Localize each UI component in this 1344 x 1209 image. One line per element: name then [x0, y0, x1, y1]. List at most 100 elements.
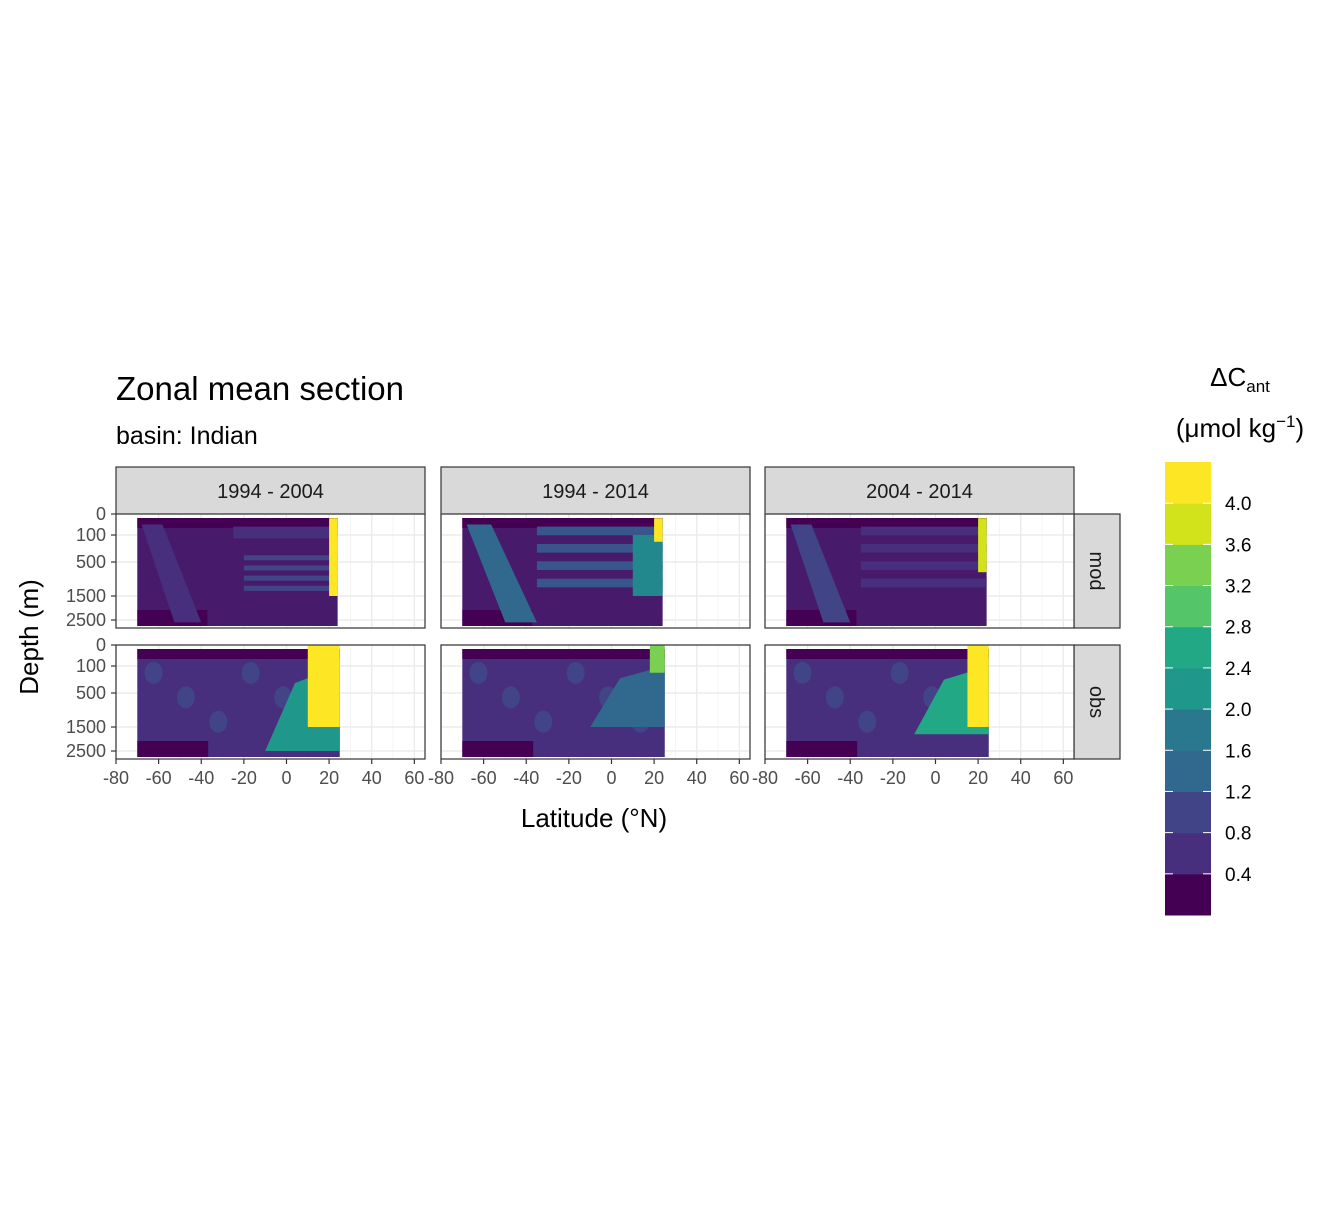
contour-band: [144, 661, 163, 684]
contour-band: [786, 741, 858, 757]
legend-swatch: [1165, 832, 1211, 875]
legend-swatch: [1165, 750, 1211, 792]
contour-band: [790, 524, 851, 623]
y-tick-label: 2500: [66, 741, 106, 761]
legend-label: 2.0: [1225, 700, 1251, 721]
contour-band: [243, 575, 338, 581]
chart-subtitle: basin: Indian: [116, 422, 258, 450]
y-tick-label: 500: [76, 683, 106, 703]
x-tick-label: -80: [428, 768, 454, 788]
legend-label: 1.2: [1225, 782, 1251, 803]
legend-label: 0.4: [1225, 865, 1252, 886]
x-tick-label: -40: [188, 768, 214, 788]
contour-band: [860, 561, 987, 570]
contour-band: [501, 686, 520, 709]
legend-title: ΔCant: [1210, 362, 1270, 396]
contour-band: [786, 649, 989, 659]
contour-band: [978, 518, 987, 573]
contour-band: [141, 524, 202, 623]
panel-border: [440, 513, 751, 629]
contour-band: [534, 710, 553, 733]
facet-panel: [115, 513, 426, 629]
contour-band: [890, 661, 909, 684]
y-tick-label: 2500: [66, 610, 106, 630]
x-tick-label: -40: [837, 768, 863, 788]
y-tick-label: 0: [96, 635, 106, 655]
contour-band: [793, 661, 812, 684]
contour-band: [137, 741, 209, 757]
legend-label: 4.0: [1225, 494, 1251, 515]
contour-band: [632, 535, 663, 596]
contour-band: [243, 555, 338, 561]
legend-label: 3.6: [1225, 535, 1251, 556]
x-tick-label: -40: [513, 768, 539, 788]
legend-units: (μmol kg−1): [1176, 412, 1304, 443]
contour-band: [209, 710, 228, 733]
legend-swatch: [1165, 667, 1211, 710]
legend-label: 1.6: [1225, 741, 1251, 762]
x-tick-label: 20: [968, 768, 988, 788]
contour-band: [243, 585, 338, 591]
facet-grid: 1994 - 2004 1994 - 2014 2004 - 2014 mod obs 0…: [66, 466, 1121, 788]
y-tick-label: 500: [76, 552, 106, 572]
facet-strip-row: [1073, 644, 1121, 760]
contour-band: [654, 518, 663, 542]
legend-title-main: ΔC: [1210, 362, 1246, 392]
contour-band: [462, 741, 534, 757]
panel-border: [115, 644, 426, 760]
facet-strip-label: 1994 - 2004: [217, 481, 324, 503]
contour-band: [786, 518, 987, 528]
legend-swatch: [1165, 873, 1211, 916]
y-tick-label: 1500: [66, 717, 106, 737]
legend-swatch: [1165, 585, 1211, 628]
legend-swatch: [1165, 626, 1211, 669]
legend-swatch: [1165, 462, 1211, 504]
chart-title: Zonal mean section: [116, 370, 404, 407]
contour-band: [307, 645, 340, 727]
x-tick-label: 0: [606, 768, 616, 788]
facet-strip-row-label: obs: [1085, 686, 1107, 718]
legend-title-sub: ant: [1246, 377, 1270, 396]
legend-label: 2.4: [1225, 659, 1252, 680]
contour-band: [241, 661, 260, 684]
legend-units-sup: −1: [1276, 412, 1295, 431]
contour-band: [137, 518, 338, 528]
x-tick-label: 0: [930, 768, 940, 788]
panel-border: [764, 513, 1075, 629]
contour-band: [590, 666, 665, 727]
y-axis-label: Depth (m): [14, 579, 44, 695]
contour-band: [649, 645, 665, 673]
legend-swatch: [1165, 709, 1211, 751]
x-tick-label: -80: [752, 768, 778, 788]
legend-swatch: [1165, 544, 1211, 587]
contour-band: [176, 686, 195, 709]
y-tick-label: 100: [76, 525, 106, 545]
contour-band: [466, 524, 537, 623]
contour-band: [858, 710, 877, 733]
facet-strip-label: 2004 - 2014: [866, 481, 973, 503]
x-tick-label: -60: [795, 768, 821, 788]
contour-band: [536, 543, 663, 553]
contour-band: [860, 543, 987, 553]
color-legend: ΔCant (μmol kg−1) 4.0 3.6 3.2 2.8 2.4 2.0 1.6 1…: [1165, 362, 1304, 916]
facet-panel: [764, 644, 1075, 760]
panel-border: [440, 644, 751, 760]
contour-band: [462, 518, 663, 528]
facet-strip-col: [764, 466, 1075, 515]
contour-band: [462, 649, 665, 659]
y-tick-label: 1500: [66, 586, 106, 606]
contour-band: [469, 661, 488, 684]
x-tick-label: 20: [644, 768, 664, 788]
contour-band: [536, 526, 663, 536]
contour-band: [825, 686, 844, 709]
x-tick-label: 60: [729, 768, 749, 788]
x-tick-label: -20: [231, 768, 257, 788]
facet-panel: [115, 644, 426, 760]
legend-units-close: ): [1295, 413, 1304, 443]
x-tick-label: 0: [281, 768, 291, 788]
contour-band: [329, 518, 338, 596]
facet-strip-col: [115, 466, 426, 515]
legend-label: 3.2: [1225, 577, 1251, 598]
x-tick-label: 60: [404, 768, 424, 788]
